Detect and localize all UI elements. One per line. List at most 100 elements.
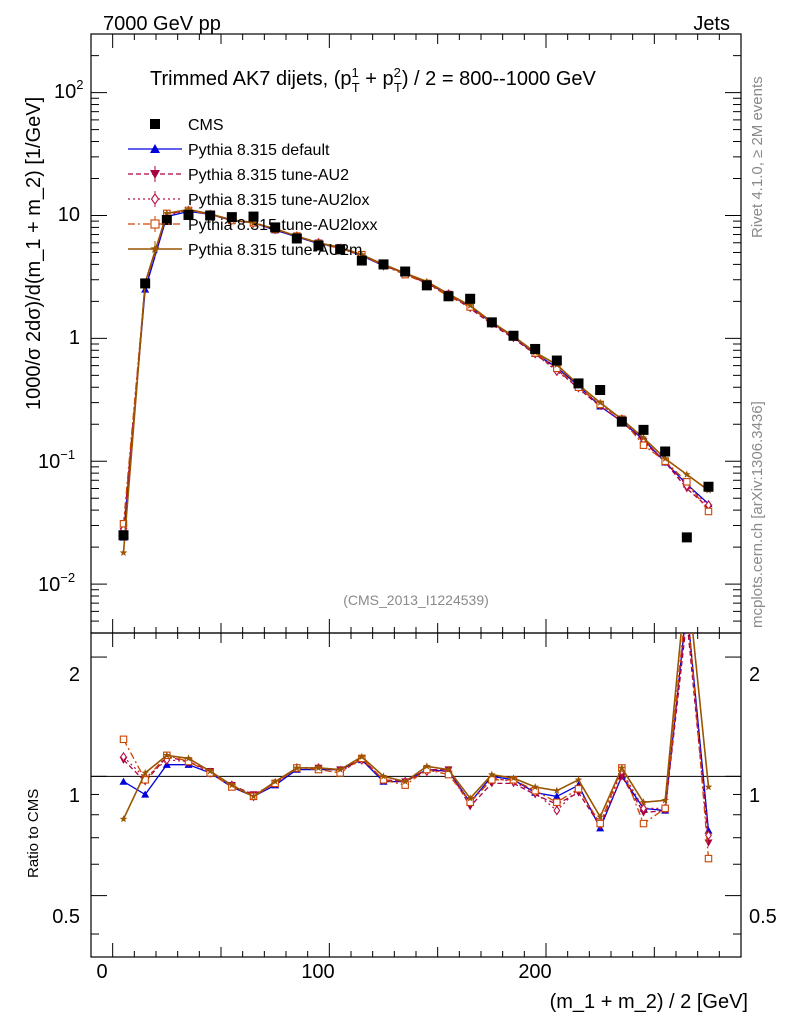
ratio-point-au2m	[379, 772, 388, 780]
header-right: Jets	[693, 13, 730, 35]
main-plot-area	[118, 205, 714, 556]
ratio-line-au2loxx	[122, 633, 710, 859]
point-cms	[183, 209, 194, 220]
ratio-point-au2lox	[705, 830, 712, 841]
point-au2m	[596, 398, 604, 406]
ratio-point-au2m	[639, 798, 648, 806]
legend-entry-cms: CMS	[150, 117, 224, 134]
ratio-line-default	[123, 633, 710, 831]
main-ylabel: 1000/σ 2dσ)/d(m_1 + m_2) [1/GeV]	[23, 97, 45, 410]
ratio-point-au2lox	[120, 751, 127, 762]
ratio-point-au2lox	[553, 805, 561, 816]
ratio-point-au2m	[596, 812, 604, 821]
point-au2loxx	[639, 441, 648, 449]
ratio-line-au2m	[122, 633, 710, 820]
point-cms	[226, 212, 237, 223]
legend-entry-au2loxx: Pythia 8.315 tune-AU2loxx	[128, 216, 377, 234]
legend-marker-default	[150, 144, 160, 153]
point-au2m	[466, 301, 474, 309]
ratio-point-au2loxx	[661, 804, 669, 813]
ratio-point-au2m	[401, 777, 409, 785]
ratio-point-au2loxx	[596, 819, 604, 828]
ratio-point-au2m	[249, 792, 258, 800]
point-au2m	[683, 470, 691, 478]
ratio-tick-1: 1	[69, 785, 80, 807]
point-cms	[660, 446, 671, 457]
legend: CMS Pythia 8.315 default Pythia 8.315 tune…	[128, 117, 377, 259]
plot-title: Trimmed AK7 dijets, (p1 T + p2 T) / 2 = 80…	[150, 65, 597, 95]
point-cms	[421, 280, 432, 291]
point-cms	[248, 211, 259, 222]
ratio-point-default	[119, 777, 128, 785]
point-cms	[508, 330, 519, 341]
point-au2m	[249, 218, 258, 227]
legend-marker-cms	[150, 119, 160, 129]
ratio-tick-1-right: 1	[749, 785, 760, 807]
ratio-point-au2loxx	[119, 735, 128, 744]
ratio-point-au2m	[574, 775, 583, 783]
ratio-point-au2m	[704, 783, 713, 791]
point-cms	[573, 378, 584, 389]
point-cms	[335, 244, 346, 255]
point-au2loxx	[683, 478, 691, 486]
xtick-label-0: 0	[96, 961, 107, 983]
ratio-point-au2loxx	[574, 785, 583, 793]
legend-label-au2loxx: Pythia 8.315 tune-AU2loxx	[188, 217, 377, 234]
ratio-point-au2m	[423, 762, 431, 770]
axis-ticks	[91, 33, 741, 957]
ratio-point-au2loxx	[488, 776, 496, 784]
ratio-point-default	[552, 792, 561, 800]
ytick-label-10: 10	[58, 204, 80, 226]
ratio-point-au2lox	[684, 607, 690, 615]
ratio-point-au2m	[444, 765, 453, 773]
ratio-point-au2m	[553, 786, 561, 794]
x-axis-label: (m_1 + m_2) / 2 [GeV]	[550, 991, 748, 1013]
legend-label-au2: Pythia 8.315 tune-AU2	[188, 167, 349, 184]
title-sub2: T	[394, 80, 402, 95]
ratio-point-au2loxx	[553, 798, 561, 807]
legend-entry-au2m: Pythia 8.315 tune-AU2m	[128, 241, 362, 259]
point-cms	[270, 222, 281, 233]
series-line-au2m	[122, 208, 709, 553]
point-au2m	[163, 209, 171, 217]
point-cms	[356, 255, 367, 266]
ratio-point-au2m	[509, 774, 518, 782]
mcplots-label: mcplots.cern.ch [arXiv:1306.3436]	[749, 401, 766, 628]
ytick-label-1: 1	[69, 327, 80, 349]
point-au2m	[184, 205, 193, 213]
title-plus: + p	[360, 68, 394, 90]
ratio-point-au2m	[206, 767, 214, 775]
point-cms	[400, 266, 411, 277]
ratio-ylabel: Ratio to CMS	[25, 789, 42, 878]
rivet-label: Rivet 4.1.0, ≥ 2M events	[749, 76, 766, 238]
point-au2m	[358, 250, 366, 258]
xtick-label-200: 200	[518, 961, 551, 983]
point-cms	[118, 530, 129, 541]
point-au2loxx	[704, 507, 713, 516]
ratio-point-au2m	[141, 768, 149, 777]
title-tail: ) / 2 = 800--1000 GeV	[402, 68, 597, 90]
series-line-default	[122, 210, 709, 538]
ytick-label-0p1: 10−1	[38, 447, 75, 473]
point-cms	[530, 343, 541, 354]
ratio-point-au2m	[531, 783, 539, 791]
point-cms	[616, 416, 627, 427]
ratio-point-au2loxx	[704, 854, 713, 863]
header-left: 7000 GeV pp	[103, 13, 221, 35]
legend-label-au2m: Pythia 8.315 tune-AU2m	[188, 242, 362, 259]
point-cms	[291, 233, 302, 244]
ratio-point-default	[683, 601, 691, 608]
ratio-point-default	[141, 790, 150, 798]
legend-label-au2lox: Pythia 8.315 tune-AU2lox	[188, 192, 369, 209]
ratio-tick-2: 2	[69, 664, 80, 686]
point-cms	[465, 293, 476, 304]
ratio-series-layer	[119, 601, 713, 863]
ratio-plot-area	[119, 601, 713, 863]
ratio-point-au2m	[661, 796, 669, 804]
legend-marker-au2loxx	[150, 219, 160, 229]
point-cms	[140, 278, 151, 289]
ratio-tick-2-right: 2	[749, 664, 760, 686]
ytick-label-0p01: 10−2	[38, 570, 75, 596]
xtick-label-100: 100	[301, 961, 334, 983]
